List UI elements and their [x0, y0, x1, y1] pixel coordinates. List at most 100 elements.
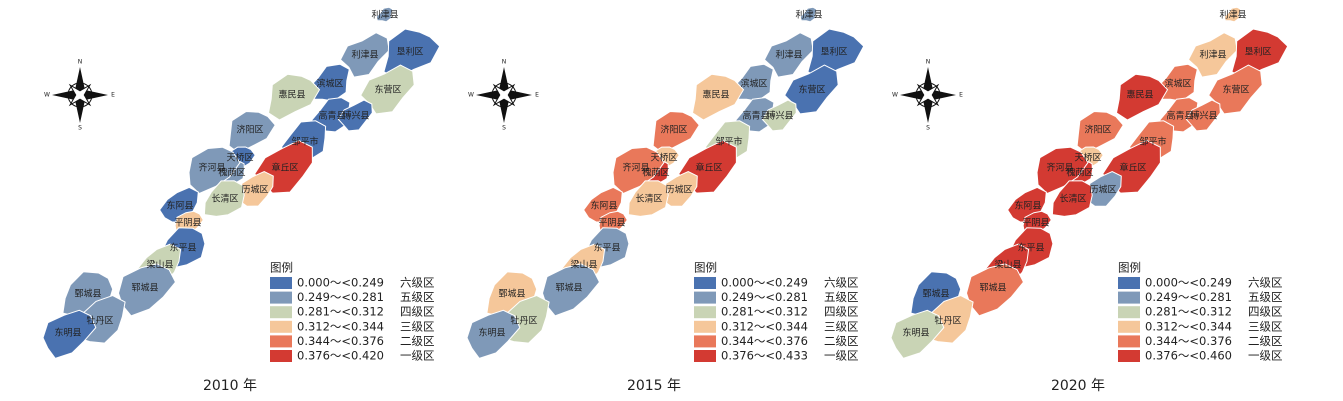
legend-swatch	[1118, 277, 1140, 289]
legend-swatch	[270, 350, 292, 362]
county-region	[203, 180, 245, 217]
county-label: 利津县	[795, 9, 822, 21]
compass-star	[916, 83, 940, 107]
county-region	[612, 146, 665, 195]
county-label: 利津县	[351, 49, 378, 61]
compass-letter: W	[468, 92, 474, 99]
compass-letter: N	[502, 59, 507, 66]
county-region	[1076, 110, 1124, 154]
county-region	[1036, 146, 1089, 195]
county-region	[188, 146, 241, 195]
county-label: 东阿县	[166, 200, 193, 212]
compass-letter: E	[535, 92, 539, 99]
county-label: 齐河县	[198, 162, 225, 174]
legend-swatch	[270, 335, 292, 348]
compass-ring	[491, 82, 517, 108]
county-region	[799, 6, 818, 23]
compass-letter: W	[892, 92, 898, 99]
county-label: 惠民县	[278, 89, 305, 101]
county-label: 博兴县	[1190, 110, 1217, 122]
legend-level: 三级区	[400, 319, 435, 333]
county-label: 东营区	[798, 84, 825, 96]
legend-level: 四级区	[1248, 305, 1283, 319]
legend-level: 三级区	[824, 319, 859, 333]
county-label: 鄄城县	[74, 289, 101, 300]
legend-range: 0.376～<0.420	[297, 349, 384, 363]
legend-swatch	[1118, 291, 1140, 304]
legend-level: 二级区	[1248, 334, 1283, 348]
legend-swatch	[1118, 320, 1140, 333]
county-region	[375, 6, 394, 23]
county-label: 天桥区	[226, 152, 253, 164]
county-label: 东营区	[374, 84, 401, 96]
county-label: 东明县	[54, 327, 81, 339]
compass-letter: E	[959, 92, 963, 99]
legend-swatch	[270, 277, 292, 289]
county-label: 牡丹区	[934, 315, 961, 327]
legend-range: 0.281～<0.312	[297, 305, 384, 319]
county-label: 东平县	[169, 242, 196, 254]
county-label: 长清区	[211, 193, 238, 205]
county-label: 长清区	[635, 193, 662, 205]
panel-caption: 2010 年	[203, 378, 257, 394]
legend-level: 三级区	[1248, 319, 1283, 333]
county-label: 东明县	[478, 327, 505, 339]
legend-level: 二级区	[824, 334, 859, 348]
county-label: 东营区	[1222, 84, 1249, 96]
compass-letter: N	[926, 59, 931, 66]
county-label: 天桥区	[650, 152, 677, 164]
county-region	[466, 309, 521, 359]
county-label: 垦利区	[820, 46, 847, 58]
county-label: 平阴县	[1022, 218, 1049, 229]
county-label: 利津县	[371, 9, 398, 21]
legend-range: 0.249～<0.281	[297, 290, 384, 304]
county-label: 齐河县	[1046, 162, 1073, 174]
legend-swatch	[694, 350, 716, 362]
compass-letter: N	[78, 59, 83, 66]
county-region	[1115, 73, 1169, 121]
county-region	[337, 99, 373, 132]
compass-star	[492, 83, 516, 107]
county-label: 滨城区	[740, 78, 767, 90]
legend-swatch	[694, 306, 716, 319]
legend-range: 0.312～<0.344	[721, 319, 808, 333]
legend-title: 图例	[270, 261, 293, 275]
compass-ring	[915, 82, 941, 108]
county-label: 槐荫区	[218, 167, 245, 179]
county-label: 章丘区	[695, 162, 722, 174]
county-label: 牡丹区	[86, 315, 113, 327]
legend-range: 0.344～<0.376	[721, 334, 808, 348]
legend-title: 图例	[694, 261, 717, 275]
compass-letter: E	[111, 92, 115, 99]
legend-range: 0.281～<0.312	[1145, 305, 1232, 319]
county-label: 槐荫区	[642, 167, 669, 179]
county-label: 高青县	[1166, 110, 1193, 122]
county-label: 齐河县	[622, 162, 649, 174]
legend-swatch	[694, 277, 716, 289]
legend-level: 六级区	[400, 276, 435, 290]
county-label: 郓城县	[979, 283, 1006, 294]
county-label: 槐荫区	[1066, 167, 1093, 179]
county-label: 惠民县	[1126, 89, 1153, 101]
county-label: 历城区	[241, 185, 268, 196]
legend-range: 0.312～<0.344	[297, 319, 384, 333]
legend-level: 六级区	[824, 276, 859, 290]
county-region	[1187, 32, 1238, 78]
county-region	[267, 73, 321, 121]
county-label: 垦利区	[1244, 46, 1271, 58]
legend-range: 0.000～<0.249	[1145, 276, 1232, 290]
county-region	[890, 309, 945, 359]
county-label: 天桥区	[1074, 152, 1101, 164]
compass-letter: S	[502, 125, 506, 132]
legend-range: 0.249～<0.281	[1145, 290, 1232, 304]
county-label: 济阳区	[1084, 124, 1111, 136]
county-region	[42, 309, 97, 359]
legend-range: 0.344～<0.376	[297, 334, 384, 348]
legend-range: 0.344～<0.376	[1145, 334, 1232, 348]
compass-ring	[67, 82, 93, 108]
county-label: 长清区	[1059, 193, 1086, 205]
county-label: 滨城区	[316, 78, 343, 90]
